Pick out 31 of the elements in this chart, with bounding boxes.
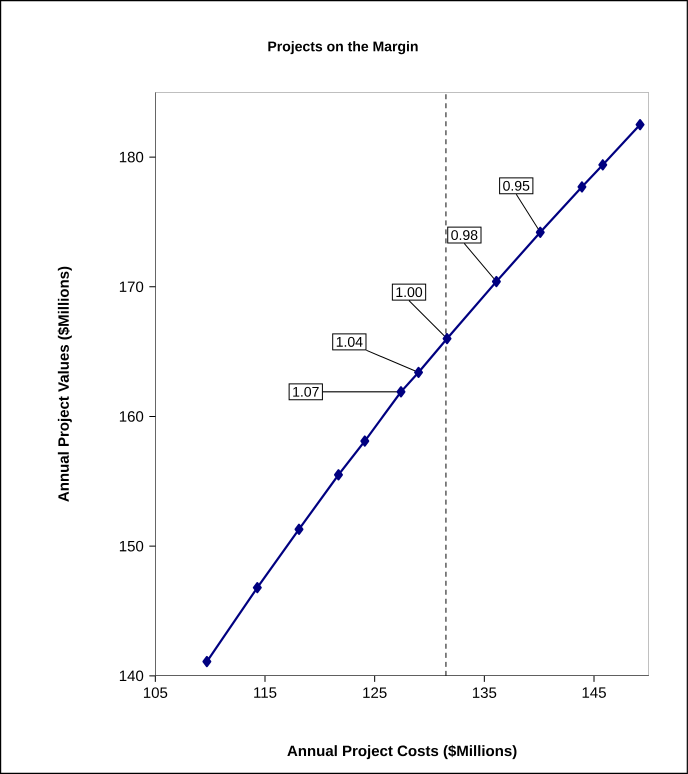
y-tick-label: 170 [120, 281, 144, 292]
x-tick-label: 115 [254, 687, 276, 698]
point [252, 582, 262, 594]
point [442, 333, 452, 344]
x-tick-label: 145 [582, 687, 606, 698]
point [578, 181, 586, 193]
point [536, 226, 545, 238]
point [492, 276, 501, 288]
annotation: 1.07 [293, 386, 319, 397]
point [414, 366, 424, 378]
chart-title: Projects on the Margin [268, 41, 418, 54]
y-tick-label: 140 [120, 670, 144, 682]
x-tick-label: 105 [144, 687, 168, 698]
point [360, 435, 370, 447]
y-axis-title: Annual Project Values ($Millions) [58, 266, 72, 502]
y-tick-label: 150 [120, 540, 144, 552]
x-tick-label: 125 [363, 687, 387, 698]
annotation: 1.04 [336, 336, 363, 347]
point [598, 159, 608, 170]
point [334, 469, 344, 480]
point [396, 386, 406, 398]
x-tick-label: 135 [473, 687, 496, 698]
y-tick-label: 160 [120, 411, 144, 422]
point [636, 119, 645, 130]
y-tick-label: 180 [120, 152, 144, 162]
x-axis-title: Annual Project Costs ($Millions) [287, 744, 517, 760]
annotation: 0.98 [451, 230, 478, 240]
annotation: 1.00 [396, 287, 422, 298]
annotation: 0.95 [503, 180, 530, 191]
point [202, 656, 212, 668]
point [294, 524, 304, 535]
